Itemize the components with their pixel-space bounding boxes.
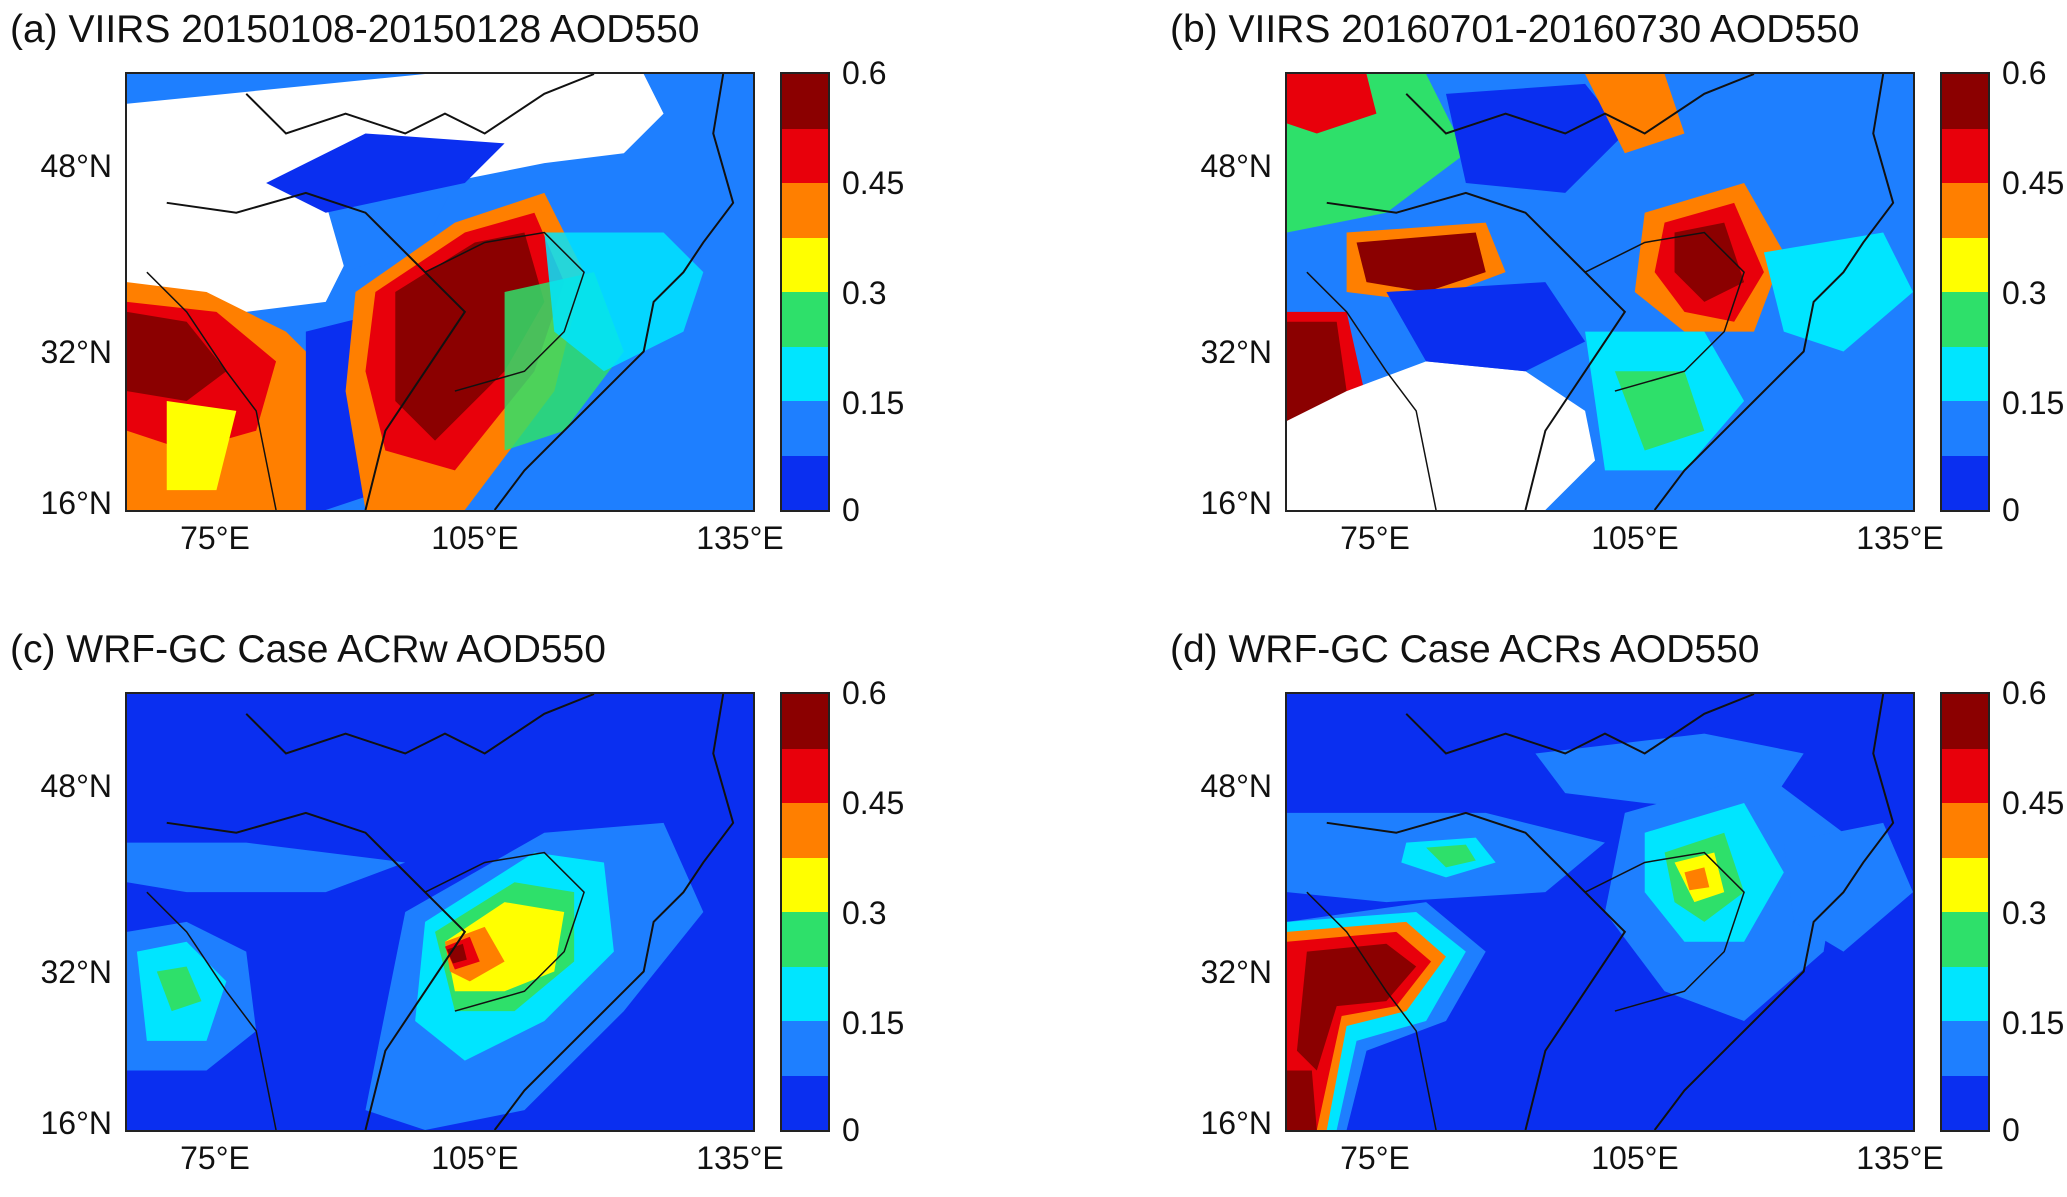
colorbar-tick: 0 [842, 1112, 860, 1148]
lat-label: 32°N [40, 954, 113, 990]
colorbar-tick: 0.15 [2002, 385, 2065, 421]
colorbar-segment [1942, 74, 1988, 129]
panel-c: (c) WRF-GC Case ACRw AOD550 48°N 32°N 16… [0, 620, 1000, 1180]
lat-label: 48°N [1200, 148, 1273, 184]
lat-label: 32°N [1200, 954, 1273, 990]
lat-label: 48°N [40, 148, 113, 184]
lon-label: 135°E [1856, 1140, 1944, 1176]
colorbar-tick: 0 [2002, 492, 2020, 528]
lon-label: 75°E [1340, 1140, 1410, 1176]
aod-field [1287, 74, 1913, 510]
colorbar-segment [782, 346, 828, 401]
colorbar-tick: 0.15 [842, 1005, 905, 1041]
colorbar [1940, 692, 1990, 1132]
lon-label: 135°E [1856, 520, 1944, 556]
lat-label: 48°N [40, 768, 113, 804]
lon-label: 75°E [180, 520, 250, 556]
colorbar-segment [782, 401, 828, 456]
colorbar-segment [1942, 966, 1988, 1021]
colorbar-tick: 0.6 [842, 675, 887, 711]
colorbar-segment [1942, 748, 1988, 803]
colorbar-segment [1942, 1021, 1988, 1076]
colorbar-tick: 0.3 [2002, 275, 2047, 311]
colorbar-segment [1942, 803, 1988, 858]
colorbar-segment [1942, 292, 1988, 347]
colorbar-segment [1942, 128, 1988, 183]
colorbar-segment [782, 74, 828, 129]
colorbar-tick: 0 [842, 492, 860, 528]
lon-label: 75°E [180, 1140, 250, 1176]
panel-title: (c) WRF-GC Case ACRw AOD550 [10, 628, 606, 671]
colorbar-tick: 0.45 [842, 785, 905, 821]
colorbar-tick: 0.15 [2002, 1005, 2065, 1041]
lat-label: 16°N [40, 485, 113, 521]
lon-label: 135°E [696, 1140, 784, 1176]
colorbar-tick: 0 [2002, 1112, 2020, 1148]
aod-map [125, 692, 755, 1132]
colorbar-segment [1942, 912, 1988, 967]
colorbar-segment [782, 912, 828, 967]
colorbar-segment [782, 183, 828, 238]
colorbar-tick: 0.45 [2002, 785, 2065, 821]
panel-title: (a) VIIRS 20150108-20150128 AOD550 [10, 8, 700, 51]
lat-label: 16°N [1200, 485, 1273, 521]
aod-map [1285, 692, 1915, 1132]
colorbar-segment [782, 237, 828, 292]
colorbar-segment [782, 966, 828, 1021]
colorbar-tick: 0.6 [842, 55, 887, 91]
colorbar-segment [782, 1021, 828, 1076]
colorbar-segment [782, 748, 828, 803]
colorbar-tick: 0.15 [842, 385, 905, 421]
lat-label: 48°N [1200, 768, 1273, 804]
lat-label: 32°N [1200, 334, 1273, 370]
lon-label: 75°E [1340, 520, 1410, 556]
lon-label: 105°E [1591, 520, 1679, 556]
lat-label: 16°N [40, 1105, 113, 1141]
colorbar-tick: 0.6 [2002, 55, 2047, 91]
lat-label: 16°N [1200, 1105, 1273, 1141]
colorbar-tick: 0.6 [2002, 675, 2047, 711]
colorbar-segment [782, 803, 828, 858]
colorbar-tick: 0.3 [842, 895, 887, 931]
colorbar-tick: 0.45 [2002, 165, 2065, 201]
lon-label: 105°E [1591, 1140, 1679, 1176]
colorbar-segment [1942, 1075, 1988, 1130]
colorbar [1940, 72, 1990, 512]
colorbar-segment [1942, 237, 1988, 292]
colorbar [780, 72, 830, 512]
lat-label: 32°N [40, 334, 113, 370]
panel-b: (b) VIIRS 20160701-20160730 AOD550 [1160, 0, 2067, 560]
colorbar-tick: 0.45 [842, 165, 905, 201]
lon-label: 105°E [431, 1140, 519, 1176]
panel-a: (a) VIIRS 20150108-20150128 AOD550 [0, 0, 1000, 560]
aod-field [127, 694, 753, 1130]
colorbar-tick: 0.3 [842, 275, 887, 311]
colorbar-segment [1942, 857, 1988, 912]
colorbar-segment [782, 857, 828, 912]
panel-title: (d) WRF-GC Case ACRs AOD550 [1170, 628, 1760, 671]
panel-d: (d) WRF-GC Case ACRs AOD550 [1160, 620, 2067, 1180]
colorbar-segment [782, 1075, 828, 1130]
aod-field [127, 74, 753, 510]
aod-field [1287, 694, 1913, 1130]
colorbar-segment [782, 694, 828, 749]
colorbar-segment [1942, 346, 1988, 401]
colorbar-segment [1942, 401, 1988, 456]
colorbar-tick: 0.3 [2002, 895, 2047, 931]
colorbar-segment [1942, 694, 1988, 749]
colorbar-segment [1942, 455, 1988, 510]
aod-map [125, 72, 755, 512]
lon-label: 135°E [696, 520, 784, 556]
aod-map [1285, 72, 1915, 512]
colorbar-segment [782, 292, 828, 347]
panel-title: (b) VIIRS 20160701-20160730 AOD550 [1170, 8, 1860, 51]
colorbar-segment [1942, 183, 1988, 238]
colorbar [780, 692, 830, 1132]
lon-label: 105°E [431, 520, 519, 556]
colorbar-segment [782, 455, 828, 510]
colorbar-segment [782, 128, 828, 183]
